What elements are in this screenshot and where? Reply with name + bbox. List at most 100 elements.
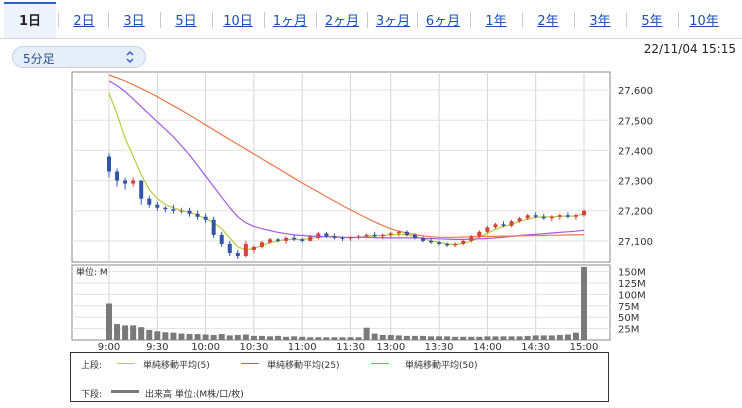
candle-body (147, 198, 152, 205)
tab-13[interactable]: 10年 (689, 14, 719, 29)
candle-body (300, 239, 305, 241)
volume-bar (283, 336, 290, 340)
tab-separator (470, 12, 471, 28)
legend-lower-label: 下段: (81, 390, 103, 400)
candle-body (565, 215, 570, 217)
candle-body (541, 216, 546, 219)
volume-bar (234, 334, 241, 340)
candle-body (557, 215, 562, 217)
candle-body (573, 215, 578, 217)
candle-body (501, 224, 506, 226)
tab-separator (58, 12, 59, 28)
tab-9[interactable]: 1年 (485, 14, 507, 29)
volume-y-tick-label: 125M (618, 279, 646, 290)
candle-body (139, 180, 144, 199)
candle-body (509, 221, 514, 226)
legend-ma50-label: 単純移動平均(50) (405, 361, 478, 371)
candle-body (187, 210, 192, 214)
legend-ma50-swatch (371, 363, 389, 364)
volume-bar (170, 332, 177, 340)
legend-ma25-label: 単純移動平均(25) (267, 361, 340, 371)
volume-bar (291, 336, 298, 340)
tab-2[interactable]: 3日 (123, 14, 145, 29)
candle-body (477, 231, 482, 237)
candle-body (179, 210, 184, 212)
candle-body (420, 237, 425, 241)
chevron-updown-icon (126, 50, 134, 64)
price-panel: 27,600 27,500 27,400 27,300 27,200 27,100 (71, 71, 653, 263)
chart-legend: 上段: 単純移動平均(5) 単純移動平均(25) 単純移動平均(50) 下段: … (70, 352, 609, 402)
tab-1[interactable]: 2日 (73, 14, 95, 29)
volume-bar (323, 337, 330, 340)
active-tab-highlight (4, 2, 56, 38)
volume-bar (395, 335, 402, 340)
candle-body (445, 243, 450, 246)
volume-bar (363, 327, 370, 340)
volume-bar (411, 335, 418, 340)
volume-y-tick-label: 100M (618, 290, 646, 301)
volume-bar (476, 336, 483, 340)
volume-bar (299, 336, 306, 340)
candle-body (163, 207, 168, 210)
tab-separator (264, 12, 265, 28)
tab-11[interactable]: 3年 (589, 14, 611, 29)
volume-bar (371, 333, 378, 340)
volume-bar (492, 336, 499, 340)
volume-bar (572, 332, 579, 340)
legend-upper-row: 上段: (81, 358, 102, 371)
candle-body (107, 156, 111, 172)
candle-body (533, 215, 538, 217)
volume-bar (218, 334, 225, 340)
legend-lower-row: 下段: (81, 387, 102, 400)
tab-separator (678, 12, 679, 28)
tab-4[interactable]: 10日 (223, 14, 253, 29)
candle-body (235, 252, 240, 256)
candle-body (396, 231, 401, 234)
volume-bar (532, 335, 539, 340)
volume-bar (444, 336, 451, 340)
candle-body (211, 219, 216, 235)
volume-bar (258, 335, 265, 340)
tab-8[interactable]: 6ヶ月 (425, 14, 461, 29)
candle-body (549, 216, 554, 219)
volume-bar (162, 332, 169, 340)
legend-ma5-label: 単純移動平均(5) (143, 361, 210, 371)
tab-5[interactable]: 1ヶ月 (272, 14, 308, 29)
x-tick-label: 13:30 (425, 342, 454, 353)
volume-bar (226, 335, 233, 340)
tab-12[interactable]: 5年 (641, 14, 663, 29)
volume-bar (178, 333, 185, 340)
tab-0[interactable]: 1日 (18, 14, 42, 29)
volume-bar (210, 334, 217, 340)
candle-body (404, 231, 409, 235)
tab-separator (417, 12, 418, 28)
volume-bar (436, 336, 443, 340)
candle-interval-select[interactable]: 5分足 (12, 46, 146, 68)
tab-10[interactable]: 2年 (537, 14, 559, 29)
candle-body (582, 210, 586, 216)
volume-bar (419, 335, 426, 340)
volume-bar (556, 334, 563, 340)
volume-bar (347, 337, 354, 340)
tab-7[interactable]: 3ヶ月 (375, 14, 411, 29)
tab-separator (626, 12, 627, 28)
volume-bar (186, 334, 193, 340)
tab-separator (574, 12, 575, 28)
candle-body (251, 246, 256, 250)
candle-body (123, 180, 128, 184)
x-tick-label: 14:30 (521, 342, 550, 353)
volume-bar (267, 336, 274, 340)
candle-body (429, 240, 434, 243)
volume-unit-label: 単位: M (76, 266, 108, 278)
volume-bar (130, 325, 137, 340)
ma-line-ma50 (108, 74, 585, 238)
tab-3[interactable]: 5日 (175, 14, 197, 29)
legend-ma25-swatch (241, 363, 259, 364)
candle-body (517, 218, 522, 222)
tab-6[interactable]: 2ヶ月 (324, 14, 360, 29)
candle-body (171, 209, 176, 211)
tab-separator (316, 12, 317, 28)
price-y-tick-label: 27,600 (618, 86, 653, 97)
volume-bar (250, 335, 257, 340)
volume-bar (138, 327, 145, 340)
